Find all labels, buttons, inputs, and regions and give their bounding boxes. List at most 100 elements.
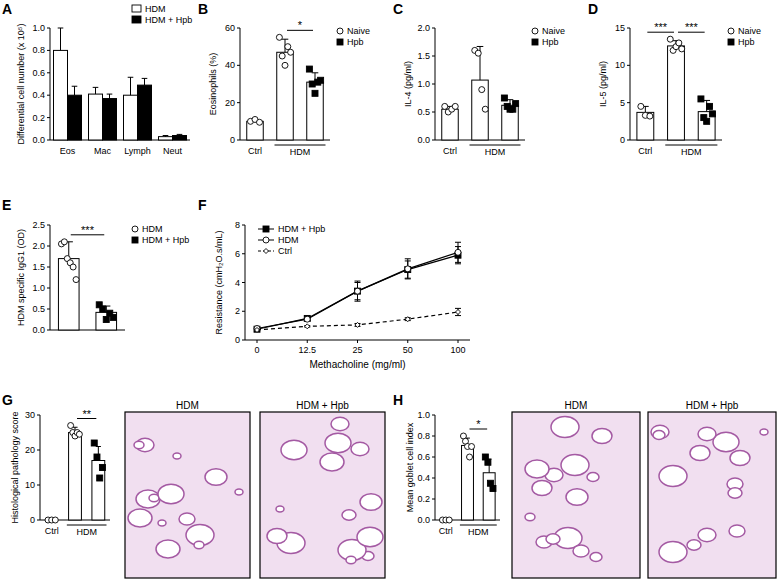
marker <box>285 44 291 50</box>
tissue-shape <box>730 451 750 466</box>
tick <box>458 340 459 343</box>
tissue-shape <box>281 440 307 460</box>
marker <box>501 95 507 101</box>
marker <box>442 103 448 109</box>
x-labels: Ctrl HDM <box>439 525 497 537</box>
marker <box>355 288 361 294</box>
marker <box>647 113 653 119</box>
marker <box>257 119 263 125</box>
marker <box>61 239 67 245</box>
tick <box>257 340 258 343</box>
sig-label: *** <box>654 21 668 33</box>
tick <box>242 282 245 283</box>
marker <box>312 90 318 96</box>
tick-label: 0.4 <box>32 90 45 100</box>
panel-letter: B <box>198 1 208 17</box>
tick-label: 50 <box>403 345 413 355</box>
figure: 0.00.20.40.60.81.0Differential cell numb… <box>0 0 779 588</box>
marker <box>97 475 103 481</box>
group-line <box>460 525 497 526</box>
marker <box>263 237 269 243</box>
error-cap <box>142 78 148 79</box>
x-labels: 012.52550100 <box>254 340 465 355</box>
legend: HDMHDM + Hpb <box>132 4 192 25</box>
error-line <box>95 87 96 94</box>
tick-label: 10 <box>615 60 625 70</box>
legend-label: HDM + Hpb <box>278 224 325 234</box>
axis-title: Histological pathology score <box>10 411 20 523</box>
error-bar <box>58 28 64 50</box>
marker <box>728 28 734 34</box>
tick-label: 0.0 <box>32 325 45 335</box>
tissue-shape <box>653 431 665 440</box>
tissue-shape <box>698 427 716 441</box>
tissue-shape <box>546 534 560 545</box>
tick <box>47 28 50 29</box>
tick <box>47 95 50 96</box>
legend: NaiveHpb <box>728 26 761 47</box>
tick <box>37 485 40 486</box>
image-frame <box>260 412 385 578</box>
marker <box>254 326 260 332</box>
legend-label: HDM + Hpb <box>145 15 192 25</box>
significance: * <box>287 19 313 31</box>
legend-label: Hpb <box>347 37 364 47</box>
tick <box>237 65 240 66</box>
tick-label: 0.0 <box>417 135 430 145</box>
tick-label: 4 <box>235 278 240 288</box>
tick <box>47 309 50 310</box>
error-bar <box>455 242 461 262</box>
tick-label: 0.5 <box>32 304 45 314</box>
tissue-shape <box>713 432 739 452</box>
marker <box>355 322 360 327</box>
significance: *** <box>71 224 105 236</box>
tissue-shape <box>205 469 227 486</box>
marker <box>304 315 310 321</box>
tick-label: 0.2 <box>32 113 45 123</box>
error-cap <box>355 299 361 300</box>
tick <box>432 112 435 113</box>
error-bar <box>128 77 134 95</box>
marker <box>405 266 411 272</box>
tick-label: Ctrl <box>439 526 453 536</box>
legend: NaiveHpb <box>532 26 565 47</box>
tick-label: 0.2 <box>417 494 430 504</box>
marker <box>456 309 461 314</box>
group-label: HDM <box>468 527 489 537</box>
tick <box>47 72 50 73</box>
marker <box>455 249 461 255</box>
image-frame <box>512 412 640 578</box>
marker <box>638 103 644 109</box>
error-cap <box>405 258 411 259</box>
tick <box>307 340 308 343</box>
group-line <box>67 525 107 526</box>
marker <box>264 249 269 254</box>
marker <box>337 28 343 34</box>
panel-letter: A <box>2 1 12 17</box>
histology-image <box>512 412 640 578</box>
marker <box>532 28 538 34</box>
tick-label: 5 <box>620 98 625 108</box>
marker <box>288 49 294 55</box>
error-cap <box>282 39 289 40</box>
image-label: HDM + Hpb <box>296 400 349 411</box>
tick-label: 1.5 <box>32 262 45 272</box>
tick <box>432 28 435 29</box>
tissue-shape <box>158 520 166 526</box>
tick-label: 1.0 <box>417 410 430 420</box>
marker <box>103 317 109 323</box>
marker <box>485 459 491 465</box>
marker <box>510 106 516 112</box>
tick <box>37 520 40 521</box>
tick <box>627 102 630 103</box>
marker <box>263 226 269 232</box>
marker <box>698 96 704 102</box>
bar <box>138 85 152 140</box>
bar <box>54 50 68 140</box>
marker <box>304 316 310 322</box>
tissue-shape <box>351 442 369 456</box>
marker <box>469 444 475 450</box>
x-labels: CtrlHDM <box>248 145 326 157</box>
significance: * <box>470 418 488 430</box>
tick-label: 0.5 <box>417 107 430 117</box>
